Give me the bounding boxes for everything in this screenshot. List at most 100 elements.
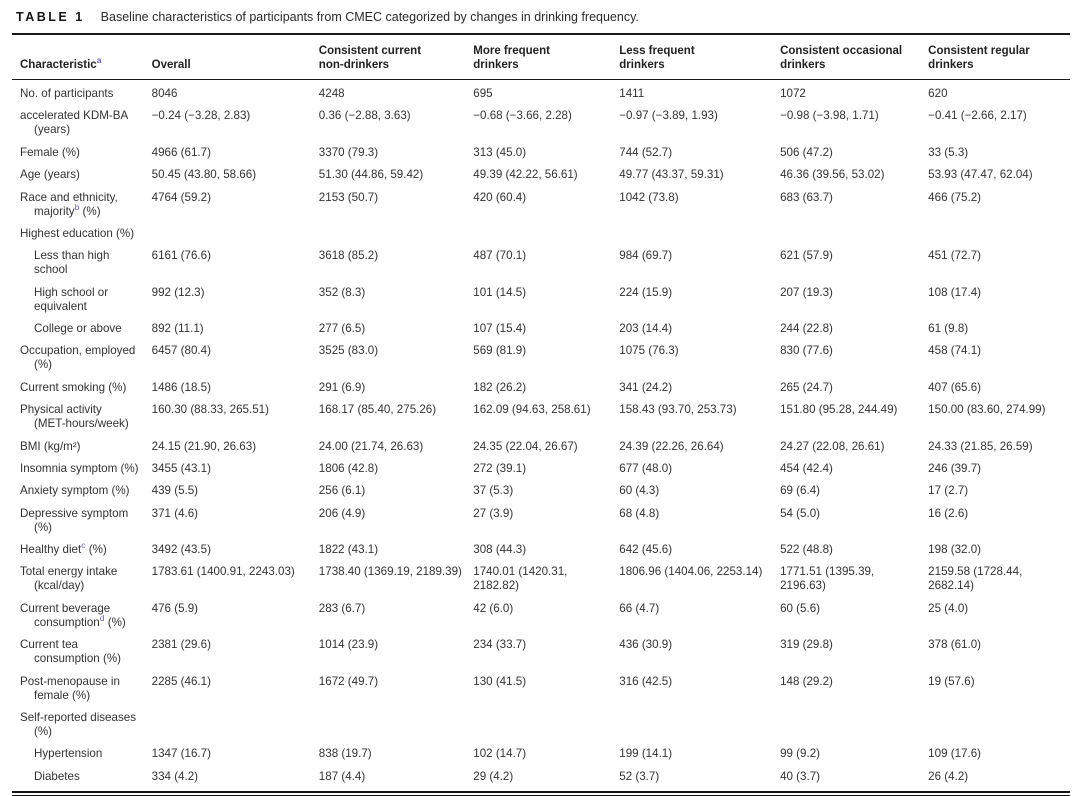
header-row: Characteristica Overall Consistent current… xyxy=(12,34,1070,80)
table-row: College or above 892 (11.1) 277 (6.5) 107 (… xyxy=(12,318,1070,340)
row-label: High school or equivalent xyxy=(12,281,152,317)
table-cell: 744 (52.7) xyxy=(619,145,673,159)
table-cell: 3492 (43.5) xyxy=(151,543,211,556)
row-label: Total energy intake (kcal/day) xyxy=(12,561,152,597)
row-label: Age (years) xyxy=(12,164,152,186)
table-title-bar: TABLE 1 Baseline characteristics of part… xyxy=(12,5,1070,33)
table-cell: 6457 (80.4) xyxy=(151,344,211,358)
row-label: Highest education (%) xyxy=(12,223,152,245)
table-cell: 439 (5.5) xyxy=(151,484,199,498)
footnote-marker: b xyxy=(74,201,80,212)
table-cell xyxy=(619,707,780,743)
table-row: Hypertension 1347 (16.7) 838 (19.7) 102 (14… xyxy=(12,743,1070,765)
table-cell: 830 (77.6) xyxy=(780,344,833,358)
table-cell xyxy=(928,223,1070,245)
table-cell: 246 (39.7) xyxy=(928,461,982,475)
footnote-marker: c xyxy=(81,540,86,551)
table-cell: 3370 (79.3) xyxy=(318,145,379,159)
row-label-text: Female (%) xyxy=(20,145,80,159)
table-cell: 207 (19.3) xyxy=(780,285,833,299)
table-cell: 60 (4.3) xyxy=(619,484,660,498)
table-cell: 16 (2.6) xyxy=(928,506,969,520)
table-row: Race and ethnicity, majorityb (%) 4764 (59… xyxy=(12,186,1070,222)
table-cell: 1411 xyxy=(619,87,645,100)
table-cell: 99 (9.2) xyxy=(780,747,821,761)
row-label-text: Race and ethnicity, majorityb (%) xyxy=(20,190,118,218)
table-cell: 168.17 (85.40, 275.26) xyxy=(318,403,437,417)
table-cell: 17 (2.7) xyxy=(928,484,969,498)
table-cell: 224 (15.9) xyxy=(619,285,673,299)
table-cell: 436 (30.9) xyxy=(619,638,673,652)
table-cell: 107 (15.4) xyxy=(473,322,527,335)
row-label: Occupation, employed (%) xyxy=(12,340,152,376)
table-cell: 206 (4.9) xyxy=(318,506,366,520)
row-label-text: Current beverage consumptiond (%) xyxy=(20,601,126,629)
table-cell: 24.39 (22.26, 26.64) xyxy=(619,439,724,453)
table-cell: 4248 xyxy=(318,87,345,100)
table-cell: 1783.61 (1400.91, 2243.03) xyxy=(151,565,295,579)
table-cell: 54 (5.0) xyxy=(780,506,821,520)
row-label-text: Hypertension xyxy=(34,747,103,761)
table-cell: 101 (14.5) xyxy=(473,285,527,299)
table-cell: 2159.58 (1728.44, 2682.14) xyxy=(928,565,1023,593)
table-cell: 2153 (50.7) xyxy=(318,190,379,204)
footnote-marker: a xyxy=(96,55,102,66)
table-cell: 158.43 (93.70, 253.73) xyxy=(619,403,737,417)
table-row: Healthy dietc (%) 3492 (43.5) 1822 (43.1) 3… xyxy=(12,539,1070,561)
row-label-text: Occupation, employed (%) xyxy=(20,344,136,372)
table-cell: 49.39 (42.22, 56.61) xyxy=(473,168,578,182)
table-cell: 1014 (23.9) xyxy=(318,638,379,652)
row-label: Anxiety symptom (%) xyxy=(12,480,152,502)
table-cell: 341 (24.2) xyxy=(619,380,673,394)
table-cell: 371 (4.6) xyxy=(151,506,199,520)
table-cell: 52 (3.7) xyxy=(619,769,660,783)
table-cell: 4966 (61.7) xyxy=(151,145,211,159)
table-cell: 522 (48.8) xyxy=(780,543,833,556)
row-label: Female (%) xyxy=(12,142,152,164)
table-cell: 187 (4.4) xyxy=(318,769,366,783)
table-cell: 27 (3.9) xyxy=(473,506,514,520)
table-cell xyxy=(152,223,319,245)
table-cell: 198 (32.0) xyxy=(928,543,982,556)
table-cell: 1822 (43.1) xyxy=(318,543,379,556)
row-label: College or above xyxy=(12,318,152,340)
table-label: TABLE 1 xyxy=(16,10,85,24)
table-cell: −0.24 (−3.28, 2.83) xyxy=(151,109,251,123)
table-cell: 108 (17.4) xyxy=(928,285,982,299)
table-cell: 46.36 (39.56, 53.02) xyxy=(780,168,885,182)
table-cell: 620 xyxy=(928,87,948,100)
table-cell xyxy=(319,223,473,245)
table-cell: 162.09 (94.63, 258.61) xyxy=(473,403,591,417)
column-header: More frequent drinkers xyxy=(473,34,620,80)
table-cell xyxy=(619,223,780,245)
table-cell: 454 (42.4) xyxy=(780,461,833,475)
table-cell: 42 (6.0) xyxy=(473,601,514,615)
table-cell: 378 (61.0) xyxy=(928,638,982,652)
table-cell: 487 (70.1) xyxy=(473,249,527,263)
row-label-text: Self-reported diseases (%) xyxy=(20,710,136,738)
section-row: Highest education (%) xyxy=(12,223,1070,245)
table-cell: 24.33 (21.85, 26.59) xyxy=(928,439,1033,453)
table-cell: 476 (5.9) xyxy=(151,601,199,615)
table-cell xyxy=(780,707,928,743)
row-label-text: College or above xyxy=(34,322,122,335)
table-body: No. of participants 8046 4248 695 1411 1072 62… xyxy=(12,80,1070,791)
table-cell: 683 (63.7) xyxy=(780,190,833,204)
section-row: Self-reported diseases (%) xyxy=(12,707,1070,743)
row-label-text: Current tea consumption (%) xyxy=(20,638,121,666)
table-cell: 2285 (46.1) xyxy=(151,674,211,688)
table-cell: 3525 (83.0) xyxy=(318,344,379,358)
table-cell: 130 (41.5) xyxy=(473,674,527,688)
table-cell: 1486 (18.5) xyxy=(151,380,211,394)
table-cell: 37 (5.3) xyxy=(473,484,514,498)
table-cell: 3618 (85.2) xyxy=(318,249,379,263)
table-cell: 66 (4.7) xyxy=(619,601,660,615)
row-label-text: Total energy intake (kcal/day) xyxy=(20,565,118,593)
footnote-marker: d xyxy=(99,612,105,623)
table-cell: 1347 (16.7) xyxy=(151,747,211,761)
row-label-text: High school or equivalent xyxy=(34,285,109,313)
table-caption: Baseline characteristics of participants… xyxy=(100,10,639,24)
table-cell: 25 (4.0) xyxy=(928,601,969,615)
table-cell: 8046 xyxy=(151,87,178,100)
row-label-text: accelerated KDM-BA (years) xyxy=(20,109,128,137)
